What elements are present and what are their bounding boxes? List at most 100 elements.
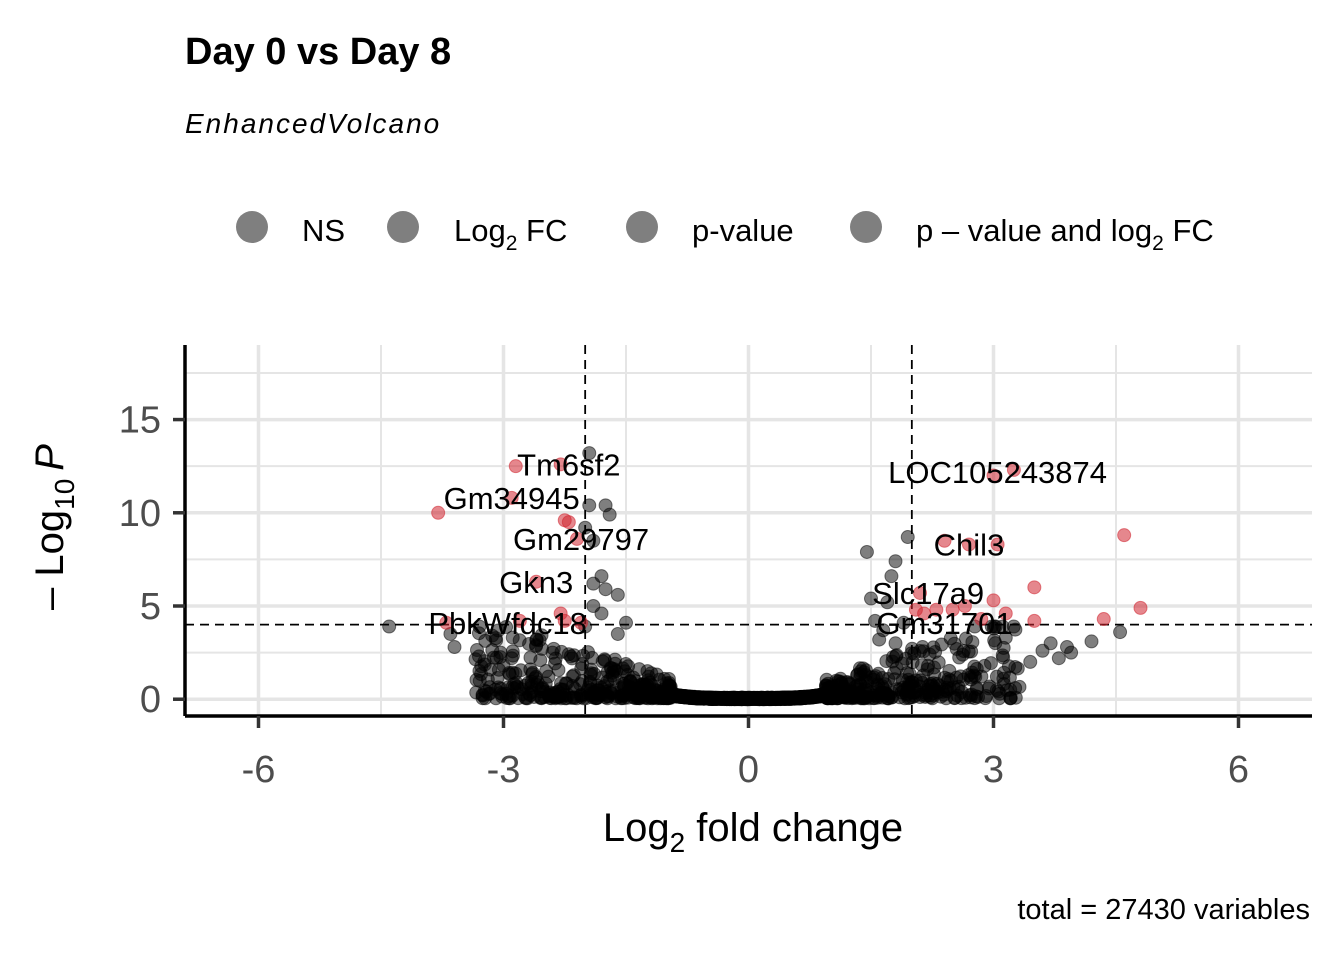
ns-point [539, 664, 554, 679]
ns-point [868, 613, 883, 628]
gene-label: Gm34945 [444, 481, 580, 516]
legend-label-log2fc: Log2 FC [454, 213, 567, 255]
ns-point [887, 665, 902, 680]
x-tick-label: 6 [1228, 749, 1249, 791]
ns-point [717, 691, 732, 706]
ns-point [982, 679, 997, 694]
ns-point [578, 520, 593, 535]
ns-point [989, 669, 1004, 684]
ns-point [988, 619, 1003, 634]
y-tick-label: 5 [140, 586, 161, 628]
ns-point [761, 692, 776, 707]
ns-point [607, 652, 622, 667]
sig-point [574, 615, 589, 630]
ns-point [495, 689, 510, 704]
ns-point [505, 630, 520, 645]
ns-point [619, 615, 633, 630]
ns-point [1023, 654, 1038, 669]
ns-point [962, 688, 977, 703]
y-tick-label: 15 [119, 400, 161, 442]
chart-subtitle: EnhancedVolcano [185, 108, 441, 139]
sig-point [1133, 600, 1148, 615]
ns-point [447, 640, 462, 655]
gene-label: LOC105243874 [888, 455, 1107, 490]
sig-point [1006, 462, 1021, 477]
ns-point [961, 668, 976, 683]
ns-point [1006, 619, 1021, 634]
sig-point [512, 613, 527, 628]
ns-point [543, 685, 558, 700]
sig-point [908, 602, 923, 617]
ns-point [594, 569, 609, 584]
sig-point [986, 468, 1001, 483]
chart-caption: total = 27430 variables [1017, 894, 1310, 926]
gene-label: PbkWfdc18 [428, 606, 587, 641]
x-tick-label: -3 [487, 749, 521, 791]
ns-point [529, 638, 544, 653]
ns-point [488, 631, 503, 646]
legend-label-pvalue: p-value [692, 213, 794, 248]
sig-point [529, 574, 544, 589]
ns-point [896, 615, 911, 630]
data-points [382, 446, 1148, 707]
x-tick-label: -6 [242, 749, 276, 791]
ns-point [472, 673, 487, 688]
ns-point [859, 544, 874, 559]
ns-point [880, 595, 895, 610]
ns-point [628, 674, 643, 689]
sig-point [570, 531, 584, 546]
ns-point [1008, 660, 1023, 675]
ns-point [1060, 640, 1074, 655]
ns-point [690, 690, 705, 705]
y-tick-label: 10 [119, 493, 161, 535]
y-tick-label: 0 [140, 679, 161, 721]
ns-point [504, 651, 519, 666]
ns-point [1084, 634, 1099, 649]
ns-point [602, 507, 617, 522]
ns-point [621, 659, 636, 674]
ns-point [856, 661, 871, 676]
ns-point [905, 641, 920, 656]
sig-point [990, 537, 1005, 552]
ns-point [900, 530, 915, 545]
sig-point [913, 585, 927, 600]
gene-label: Tm6sf2 [517, 447, 620, 482]
ns-point [594, 680, 609, 695]
ns-point [830, 689, 845, 704]
ns-point [1113, 625, 1128, 640]
ns-point [901, 672, 916, 687]
ns-point [872, 632, 887, 647]
ns-point [922, 647, 937, 662]
ns-point [703, 691, 718, 706]
ns-point [566, 648, 581, 663]
ns-point [965, 635, 980, 650]
sig-point [962, 537, 976, 552]
sig-point [957, 599, 972, 614]
ns-point [520, 691, 535, 706]
ns-point [661, 685, 676, 700]
ns-point [382, 619, 397, 634]
ns-point [471, 626, 486, 641]
ns-point [736, 691, 751, 706]
axes [173, 345, 1312, 728]
gene-label: Gm31701 [876, 606, 1012, 641]
sig-point [1096, 612, 1111, 627]
gene-label: Gm29797 [513, 522, 649, 557]
sig-point [557, 613, 572, 628]
gridlines [185, 345, 1312, 716]
sig-point [431, 505, 446, 520]
ns-point [523, 662, 538, 677]
ns-point [878, 677, 893, 692]
ns-point [567, 691, 582, 706]
ns-point [888, 636, 903, 651]
ns-point [1051, 651, 1066, 666]
ns-point [998, 630, 1013, 645]
ns-point [610, 626, 625, 641]
ns-point [598, 582, 613, 597]
ns-point [937, 682, 952, 697]
x-axis-title: Log2 fold change [603, 806, 903, 858]
tick-labels: -6 -3 0 3 6 0 5 10 15 [119, 400, 1249, 791]
